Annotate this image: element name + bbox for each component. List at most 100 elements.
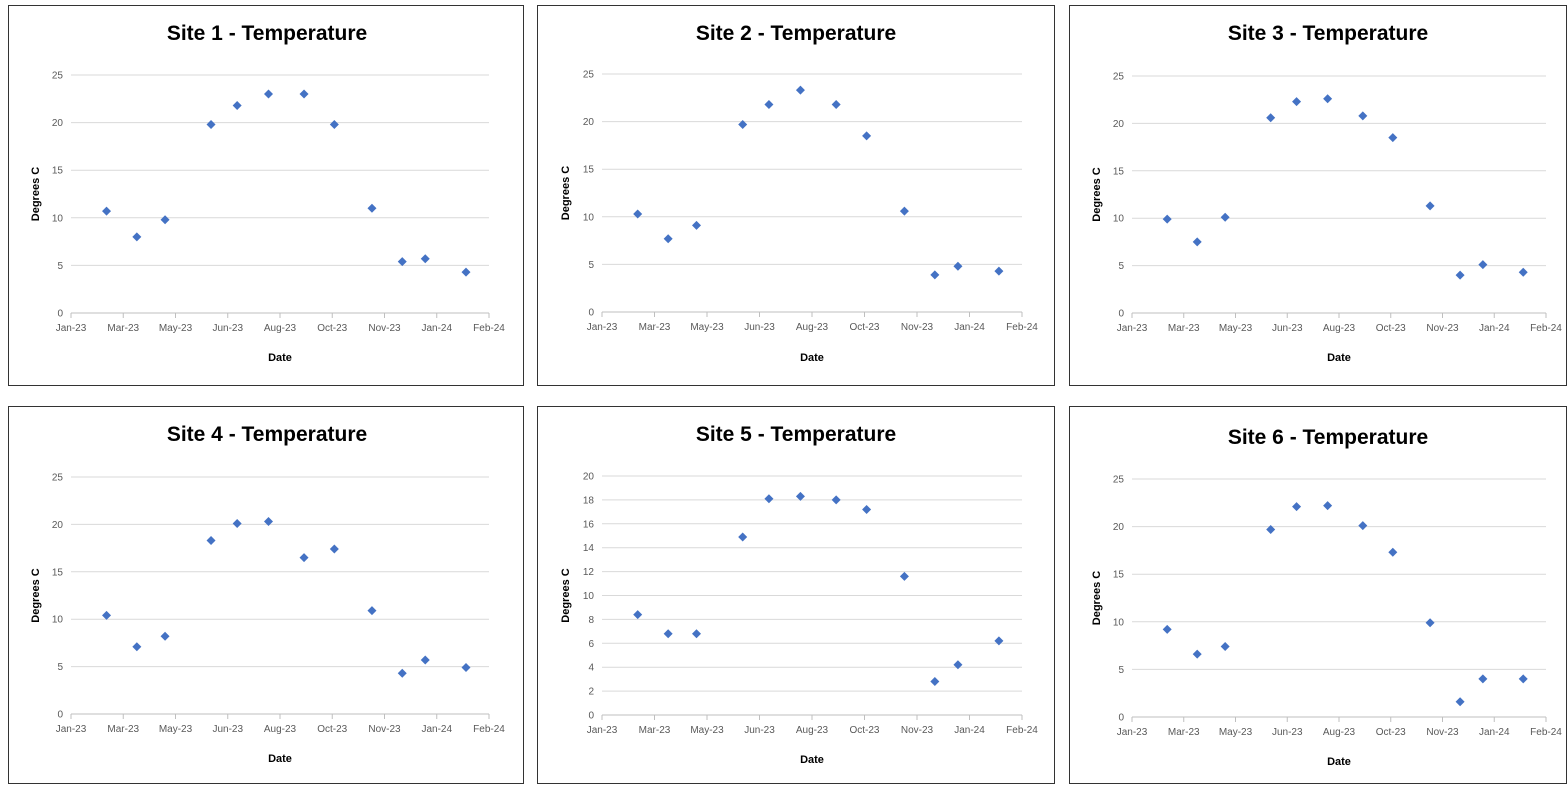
data-point	[420, 254, 430, 264]
data-point	[299, 553, 309, 563]
data-point	[329, 120, 339, 130]
data-point	[831, 495, 841, 505]
data-point	[420, 655, 430, 665]
data-point	[862, 131, 872, 141]
data-point	[132, 232, 142, 242]
data-point	[1323, 94, 1333, 104]
x-tick-label: Aug-23	[1323, 727, 1356, 738]
data-point	[930, 270, 940, 280]
y-tick-label: 5	[57, 662, 63, 673]
y-tick-label: 20	[583, 117, 595, 128]
data-point	[633, 209, 643, 219]
data-point	[367, 203, 377, 213]
x-tick-label: May-23	[159, 724, 193, 735]
x-tick-label: Jan-24	[954, 322, 985, 333]
x-tick-label: Jun-23	[1272, 727, 1303, 738]
x-tick-label: Nov-23	[901, 725, 934, 736]
x-tick-label: May-23	[159, 323, 193, 334]
chart-panel-site-5: Site 5 - Temperature 0 2 4 6 8 10 12 14 16 18 20 Jan…	[537, 406, 1055, 784]
y-tick-label: 10	[52, 615, 64, 626]
y-tick-label: 10	[583, 212, 595, 223]
data-point	[461, 267, 471, 277]
data-point	[1425, 201, 1435, 211]
x-tick-label: Mar-23	[639, 322, 671, 333]
x-tick-label: Jan-24	[1479, 323, 1510, 334]
x-tick-label: Oct-23	[317, 724, 347, 735]
chart-title: Site 4 - Temperature	[167, 423, 367, 446]
data-point	[692, 220, 701, 230]
data-point	[764, 99, 774, 109]
y-tick-label: 2	[588, 687, 594, 698]
data-point	[264, 517, 274, 527]
data-point	[1220, 212, 1230, 222]
data-point	[264, 89, 274, 99]
y-tick-label: 20	[583, 472, 595, 483]
x-tick-label: May-23	[690, 322, 724, 333]
data-point	[206, 536, 216, 546]
chart-title: Site 5 - Temperature	[696, 423, 896, 446]
x-tick-label: Aug-23	[264, 323, 297, 334]
x-tick-label: Nov-23	[1426, 727, 1459, 738]
y-tick-label: 12	[583, 567, 595, 578]
data-point	[1292, 97, 1302, 107]
data-point	[1323, 501, 1333, 511]
data-point	[764, 494, 774, 504]
chart-title: Site 6 - Temperature	[1228, 426, 1428, 449]
y-tick-label: 20	[1113, 522, 1125, 533]
x-tick-label: Aug-23	[796, 725, 829, 736]
y-tick-label: 10	[583, 591, 595, 602]
x-tick-label: Feb-24	[1530, 727, 1562, 738]
chart-title: Site 1 - Temperature	[167, 22, 367, 45]
data-point	[232, 518, 242, 528]
y-tick-label: 25	[1113, 475, 1125, 486]
data-point	[397, 668, 407, 678]
data-point	[899, 571, 909, 581]
data-point	[1478, 674, 1488, 684]
data-point	[1455, 270, 1465, 280]
chart-svg-site-3: Site 3 - Temperature 0 5 10 15 20 25 Jan-23 Mar-…	[1091, 22, 1562, 364]
chart-svg-site-1: Site 1 - Temperature 0 5 10 15 20 25 Jan-23 Mar-…	[30, 22, 505, 364]
x-tick-label: Mar-23	[1168, 323, 1200, 334]
x-tick-label: Nov-23	[901, 322, 934, 333]
x-tick-label: Feb-24	[1530, 323, 1562, 334]
x-tick-label: Nov-23	[368, 323, 401, 334]
data-point	[1192, 237, 1202, 247]
x-tick-label: Mar-23	[1168, 727, 1200, 738]
x-axis-label: Date	[268, 753, 292, 765]
data-point	[994, 266, 1004, 276]
chart-panel-site-6: Site 6 - Temperature 0 5 10 15 20 25 Jan-23 Mar-…	[1069, 406, 1567, 784]
data-point	[232, 100, 242, 110]
x-tick-label: May-23	[1219, 727, 1253, 738]
chart-svg-site-6: Site 6 - Temperature 0 5 10 15 20 25 Jan-23 Mar-…	[1091, 426, 1562, 768]
data-point	[953, 660, 963, 670]
x-tick-label: May-23	[690, 725, 724, 736]
chart-panel-site-1: Site 1 - Temperature 0 5 10 15 20 25 Jan-23 Mar-…	[8, 5, 524, 386]
y-tick-label: 20	[1113, 119, 1125, 130]
x-tick-label: Feb-24	[473, 724, 505, 735]
data-point	[633, 610, 643, 620]
data-point	[692, 629, 701, 639]
x-tick-label: Jan-23	[56, 323, 87, 334]
data-point	[102, 610, 112, 620]
data-point	[738, 119, 748, 129]
y-axis-label: Degrees C	[1091, 167, 1103, 221]
x-tick-label: Jan-24	[1479, 727, 1510, 738]
y-tick-label: 15	[52, 166, 64, 177]
chart-title: Site 3 - Temperature	[1228, 22, 1428, 45]
x-axis-label: Date	[268, 352, 292, 364]
y-tick-label: 10	[1113, 214, 1125, 225]
data-point	[1266, 113, 1276, 123]
x-tick-label: Jan-23	[1117, 727, 1148, 738]
chart-panel-site-2: Site 2 - Temperature 0 5 10 15 20 25 Jan-23 Mar-…	[537, 5, 1055, 386]
data-point	[299, 89, 309, 99]
chart-svg-site-2: Site 2 - Temperature 0 5 10 15 20 25 Jan-23 Mar-…	[560, 22, 1038, 364]
y-axis-label: Degrees C	[560, 568, 572, 622]
x-tick-label: Oct-23	[317, 323, 347, 334]
y-tick-label: 4	[588, 663, 594, 674]
data-point	[1388, 547, 1398, 557]
data-point	[1220, 642, 1230, 652]
data-point	[1425, 618, 1435, 628]
x-axis-label: Date	[800, 754, 824, 766]
x-tick-label: Aug-23	[796, 322, 829, 333]
y-tick-label: 6	[588, 639, 594, 650]
